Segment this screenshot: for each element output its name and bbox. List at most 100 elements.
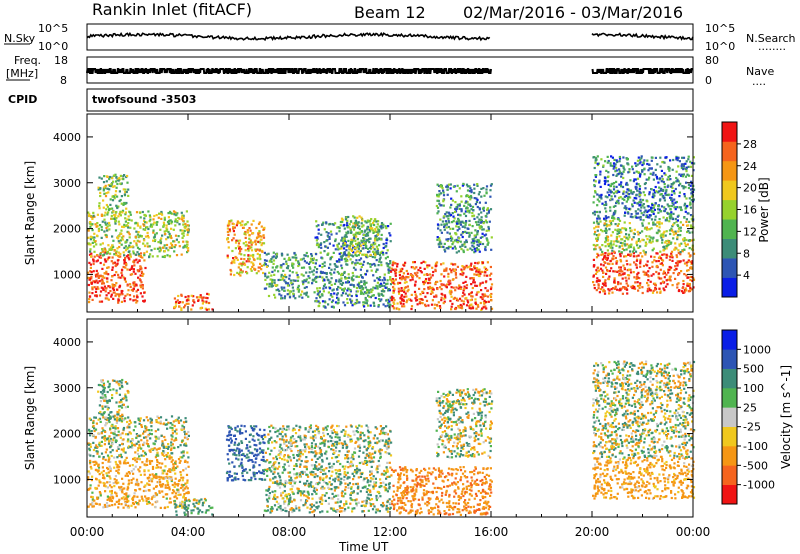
- power-echo-point: [457, 225, 460, 229]
- power-echo-point: [455, 190, 458, 193]
- power-echo-point: [365, 291, 368, 294]
- power-echo-point: [425, 299, 429, 302]
- power-echo-point: [610, 183, 613, 186]
- power-echo-point: [652, 189, 655, 192]
- power-echo-point: [658, 221, 661, 224]
- power-echo-point: [165, 227, 168, 230]
- power-echo-point: [363, 280, 366, 283]
- power-echo-point: [690, 174, 693, 177]
- power-echo-point: [328, 242, 331, 245]
- power-echo-point: [437, 195, 440, 198]
- velocity-echo-point: [177, 416, 180, 419]
- velocity-echo-point: [146, 463, 149, 466]
- power-echo-point: [238, 246, 242, 249]
- velocity-echo-point: [156, 415, 159, 418]
- power-echo-point: [345, 249, 348, 252]
- velocity-echo-point: [136, 495, 139, 498]
- power-echo-point: [190, 294, 193, 297]
- power-echo-point: [315, 275, 318, 278]
- power-echo-point: [126, 247, 129, 250]
- power-echo-point: [682, 165, 685, 168]
- power-echo-point: [294, 297, 297, 300]
- power-echo-point: [450, 197, 453, 200]
- power-echo-point: [148, 256, 151, 259]
- power-echo-point: [640, 206, 643, 209]
- velocity-echo-point: [112, 482, 115, 485]
- power-echo-point: [668, 174, 671, 178]
- power-echo-point: [389, 260, 392, 263]
- velocity-echo-point: [174, 477, 177, 480]
- power-echo-point: [473, 197, 476, 200]
- power-echo-point: [620, 172, 623, 175]
- power-echo-point: [236, 271, 239, 274]
- power-echo-point: [260, 244, 263, 247]
- power-echo-point: [476, 205, 479, 209]
- power-echo-point: [380, 222, 384, 225]
- power-echo-point: [614, 223, 617, 226]
- power-echo-point: [361, 253, 364, 256]
- power-echo-point: [603, 217, 606, 220]
- power-echo-point: [621, 238, 624, 241]
- power-echo-point: [601, 286, 604, 289]
- power-echo-point: [484, 219, 488, 222]
- power-echo-point: [127, 250, 130, 253]
- power-echo-point: [376, 223, 379, 226]
- power-echo-point: [312, 261, 315, 264]
- power-echo-point: [242, 242, 245, 245]
- power-echo-point: [350, 300, 353, 303]
- power-echo-point: [244, 244, 247, 247]
- power-echo-point: [374, 218, 377, 221]
- power-echo-point: [648, 239, 651, 242]
- velocity-echo-point: [145, 436, 148, 439]
- power-echo-point: [89, 248, 92, 251]
- power-echo-point: [462, 265, 465, 268]
- power-echo-point: [430, 303, 434, 306]
- power-echo-point: [130, 288, 133, 292]
- power-echo-point: [451, 243, 454, 246]
- power-echo-point: [477, 193, 480, 196]
- power-echo-point: [415, 273, 418, 276]
- power-echo-point: [614, 190, 617, 193]
- power-echo-point: [644, 182, 647, 185]
- power-echo-point: [419, 266, 422, 269]
- power-echo-point: [485, 192, 488, 195]
- velocity-echo-point: [93, 463, 96, 466]
- power-echo-point: [291, 262, 294, 265]
- power-echo-point: [115, 288, 119, 291]
- power-echo-point: [614, 285, 617, 288]
- power-echo-point: [349, 229, 352, 232]
- power-echo-point: [316, 237, 319, 240]
- velocity-echo-point: [130, 481, 133, 484]
- power-echo-point: [375, 268, 378, 271]
- power-echo-point: [615, 174, 618, 177]
- power-echo-point: [409, 273, 412, 277]
- power-echo-point: [292, 295, 295, 298]
- velocity-echo-point: [126, 440, 129, 443]
- power-echo-point: [655, 190, 658, 193]
- power-echo-point: [646, 159, 649, 162]
- power-echo-point: [327, 291, 330, 294]
- power-echo-point: [115, 176, 118, 179]
- power-echo-point: [490, 299, 493, 302]
- power-echo-point: [260, 225, 263, 228]
- power-echo-point: [596, 229, 599, 232]
- power-echo-point: [442, 262, 445, 265]
- velocity-echo-point: [155, 500, 158, 503]
- power-echo-point: [424, 295, 427, 298]
- power-echo-point: [271, 284, 274, 287]
- power-echo-point: [354, 263, 357, 266]
- power-echo-point: [118, 245, 121, 249]
- power-echo-point: [256, 248, 259, 251]
- power-echo-point: [651, 204, 654, 207]
- power-echo-point: [186, 251, 189, 254]
- power-echo-point: [599, 173, 602, 176]
- power-echo-point: [363, 283, 366, 286]
- power-echo-point: [679, 229, 682, 232]
- velocity-echo-point: [164, 493, 167, 496]
- power-echo-point: [377, 220, 380, 223]
- velocity-echo-point: [184, 497, 187, 500]
- power-echo-point: [129, 246, 132, 249]
- power-echo-point: [636, 159, 639, 162]
- power-echo-point: [644, 251, 647, 254]
- power-echo-point: [654, 185, 657, 189]
